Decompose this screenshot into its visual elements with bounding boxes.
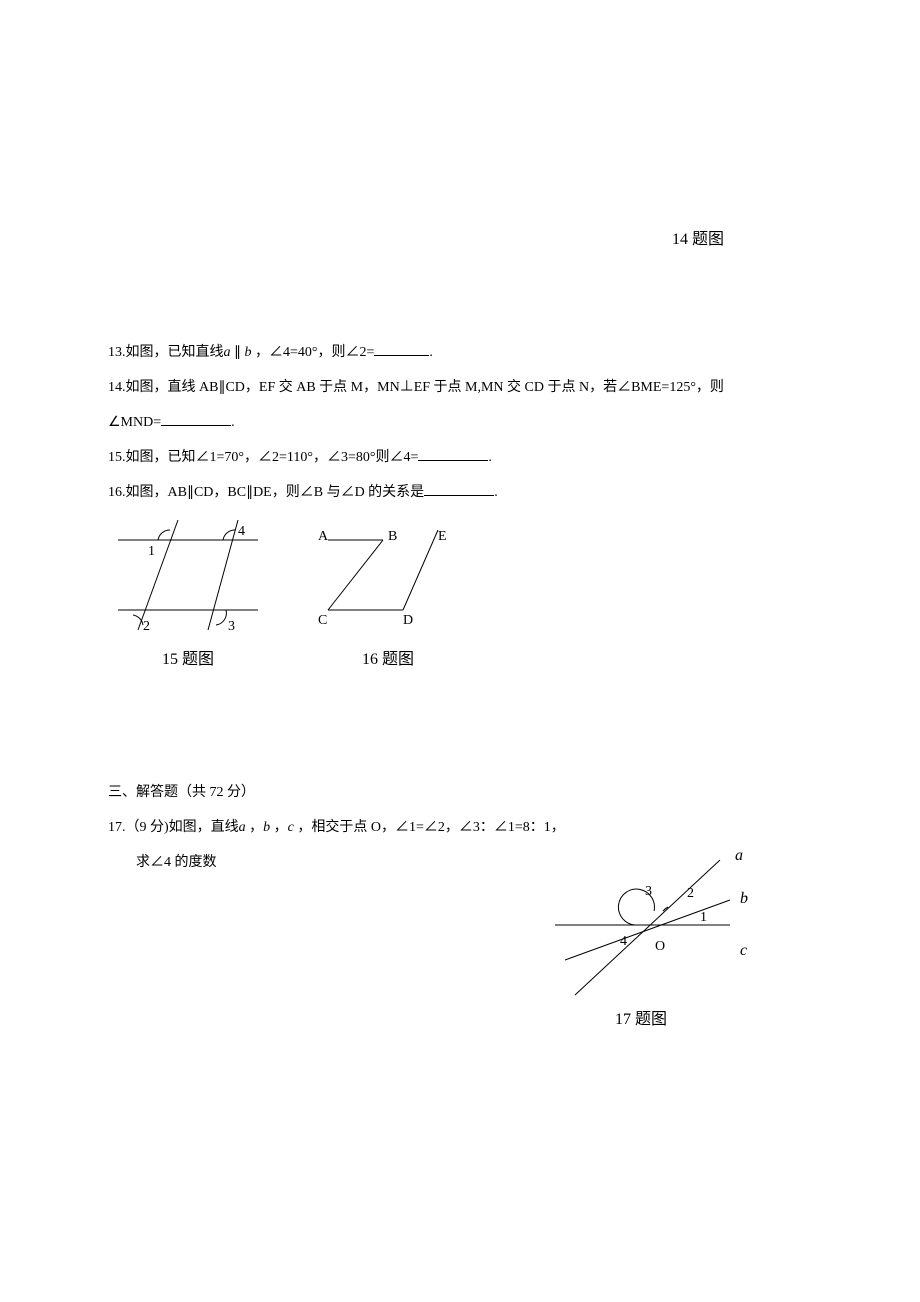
- q17-sep1: ，: [246, 820, 264, 835]
- question-14: 14.如图，直线 AB∥CD，EF 交 AB 于点 M，MN⊥EF 于点 M,M…: [108, 370, 828, 405]
- fig16-label-B: B: [388, 529, 397, 544]
- q16-text: 16.如图，AB∥CD，BC∥DE，则∠B 与∠D 的关系是: [108, 485, 424, 500]
- fig17-label-2: 2: [687, 886, 694, 901]
- fig16-label-D: D: [403, 613, 413, 628]
- fig16-label-A: A: [318, 529, 329, 544]
- fig17-label-1: 1: [700, 910, 707, 925]
- q17-l1a: 17.（9 分)如图，直线: [108, 820, 239, 835]
- figures-row: 1 2 3 4 15 题图 A B E C D 16 题图: [108, 510, 468, 669]
- question-16: 16.如图，AB∥CD，BC∥DE，则∠B 与∠D 的关系是.: [108, 475, 828, 510]
- q16-end: .: [494, 485, 498, 500]
- fig17-label-a: a: [735, 847, 743, 864]
- fig17-label-O: O: [655, 939, 665, 954]
- q14b-end: .: [231, 415, 235, 430]
- figure-17: a b c O 3 2 1 4: [545, 845, 755, 1010]
- figure-15-caption: 15 题图: [108, 645, 268, 669]
- fig15-label-3: 3: [228, 619, 235, 634]
- question-13: 13.如图，已知直线a ∥ b ，∠4=40°，则∠2=.: [108, 335, 828, 370]
- q14-blank: [161, 412, 231, 426]
- q14b-text: ∠MND=: [108, 415, 161, 430]
- q17-sep2: ，: [270, 820, 288, 835]
- fig15-label-2: 2: [143, 619, 150, 634]
- q14-text: 14.如图，直线 AB∥CD，EF 交 AB 于点 M，MN⊥EF 于点 M,M…: [108, 380, 724, 395]
- figure-14-label: 14 题图: [672, 225, 724, 249]
- q13-var-b: b: [245, 345, 252, 360]
- fig15-label-1: 1: [148, 544, 155, 559]
- q13-blank: [374, 342, 429, 356]
- q13-text: 13.如图，已知直线: [108, 345, 224, 360]
- fig17-label-3: 3: [645, 884, 652, 899]
- q16-blank: [424, 482, 494, 496]
- fig16-label-C: C: [318, 613, 327, 628]
- q17-var-a: a: [239, 820, 246, 835]
- question-14-cont: ∠MND=.: [108, 405, 828, 440]
- fig17-label-c: c: [740, 942, 747, 959]
- fig15-label-4: 4: [238, 524, 245, 539]
- question-17-line1: 17.（9 分)如图，直线a ，b ，c ，相交于点 O，∠1=∠2，∠3：∠1…: [108, 810, 828, 845]
- q13-var-a: a: [224, 345, 231, 360]
- figure-17-caption: 17 题图: [615, 1005, 667, 1029]
- q17-l1b: ，相交于点 O，∠1=∠2，∠3：∠1=8：1，: [294, 820, 565, 835]
- q13-mid: ∥: [231, 345, 245, 360]
- question-15: 15.如图，已知∠1=70°，∠2=110°，∠3=80°则∠4=.: [108, 440, 828, 475]
- q15-end: .: [488, 450, 492, 465]
- q13-end: .: [429, 345, 433, 360]
- q15-blank: [418, 447, 488, 461]
- figure-16: A B E C D 16 题图: [308, 510, 468, 669]
- fig17-label-b: b: [740, 890, 748, 907]
- q13-tail: ，∠4=40°，则∠2=: [252, 345, 375, 360]
- questions-block: 13.如图，已知直线a ∥ b ，∠4=40°，则∠2=. 14.如图，直线 A…: [108, 335, 828, 510]
- section-3-title: 三、解答题（共 72 分）: [108, 775, 828, 810]
- q15-text: 15.如图，已知∠1=70°，∠2=110°，∠3=80°则∠4=: [108, 450, 418, 465]
- fig17-label-4: 4: [620, 934, 627, 949]
- fig16-label-E: E: [438, 529, 447, 544]
- figure-15: 1 2 3 4 15 题图: [108, 510, 268, 669]
- figure-16-caption: 16 题图: [308, 645, 468, 669]
